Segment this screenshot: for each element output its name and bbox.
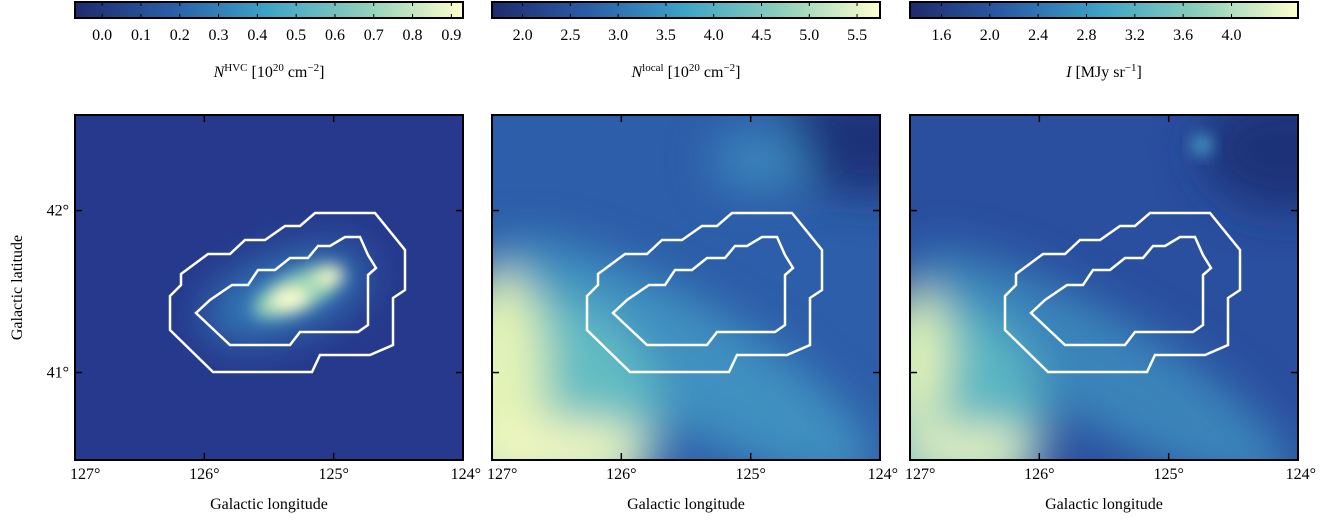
x-tick-label: 125° <box>735 466 765 483</box>
x-tick-label: 124° <box>451 466 481 483</box>
x-axis-label: Galactic longitude <box>210 496 328 513</box>
x-tick-label: 124° <box>868 466 898 483</box>
colorbar-tick-label: 4.0 <box>1222 27 1242 44</box>
colorbar-tick-label: 3.0 <box>608 27 628 44</box>
x-tick-label: 127° <box>487 466 517 483</box>
colorbar <box>491 1 881 19</box>
colorbar-tick-label: 5.5 <box>847 27 867 44</box>
label-part: cm <box>700 64 724 81</box>
colorbar-tick-label: 0.4 <box>247 27 267 44</box>
label-part: N <box>213 64 226 81</box>
label-part: local <box>642 62 663 74</box>
colorbar-tick-label: 3.2 <box>1125 27 1145 44</box>
colorbar-tick-label: 3.5 <box>656 27 676 44</box>
colorbar-tick-label: 3.6 <box>1173 27 1193 44</box>
colorbar-label: NHVC [1020 cm−2] <box>213 62 325 81</box>
label-part: ] <box>319 64 324 81</box>
colorbar-tick-label: 0.0 <box>92 27 112 44</box>
x-axis-label: Galactic longitude <box>627 496 745 513</box>
colorbar-tick-label: 2.8 <box>1076 27 1096 44</box>
axes-frame <box>491 114 881 461</box>
colorbar-tick-label: 2.0 <box>980 27 1000 44</box>
x-tick-label: 125° <box>318 466 348 483</box>
label-part: cm <box>284 64 308 81</box>
colorbar-tick-label: 0.8 <box>403 27 423 44</box>
x-tick-label: 126° <box>1024 466 1054 483</box>
colorbar-tick-label: 2.5 <box>560 27 580 44</box>
label-part: 20 <box>273 62 285 74</box>
colorbar <box>74 1 464 19</box>
label-part: ] <box>1137 64 1142 81</box>
x-tick-label: 127° <box>70 466 100 483</box>
map-local <box>492 115 880 460</box>
x-tick-label: 125° <box>1153 466 1183 483</box>
colorbar-tick-label: 1.6 <box>931 27 951 44</box>
label-part: 20 <box>689 62 701 74</box>
x-tick-label: 124° <box>1286 466 1316 483</box>
colorbar-tick-label: 2.0 <box>513 27 533 44</box>
colorbar-tick-label: 0.5 <box>286 27 306 44</box>
label-part: [MJy sr <box>1071 64 1125 81</box>
y-tick-label: 42° <box>47 203 69 220</box>
y-tick-label: 41° <box>47 365 69 382</box>
colorbar <box>909 1 1299 19</box>
x-tick-label: 127° <box>905 466 935 483</box>
x-axis-label: Galactic longitude <box>1045 496 1163 513</box>
label-part: I <box>1065 64 1072 81</box>
map-hvc <box>75 115 463 460</box>
map-dust <box>910 115 1298 460</box>
label-part: HVC <box>224 62 247 74</box>
colorbar-tick-label: 0.7 <box>364 27 384 44</box>
x-tick-label: 126° <box>606 466 636 483</box>
colorbar-tick-label: 0.2 <box>170 27 190 44</box>
colorbar-tick-label: 0.1 <box>131 27 151 44</box>
colorbar-tick-label: 4.0 <box>704 27 724 44</box>
label-part: N <box>631 64 644 81</box>
colorbar-tick-label: 0.9 <box>441 27 461 44</box>
label-part: −1 <box>1125 62 1137 74</box>
label-part: [10 <box>664 64 689 81</box>
x-tick-label: 126° <box>189 466 219 483</box>
colorbar-tick-label: 0.6 <box>325 27 345 44</box>
label-part: [10 <box>247 64 272 81</box>
colorbar-tick-label: 5.0 <box>799 27 819 44</box>
label-part: ] <box>735 64 740 81</box>
axes-frame <box>909 114 1299 461</box>
colorbar-tick-label: 4.5 <box>751 27 771 44</box>
colorbar-label: I [MJy sr−1] <box>1065 62 1142 81</box>
colorbar-tick-label: 0.3 <box>209 27 229 44</box>
axes-frame <box>74 114 464 461</box>
label-part: −2 <box>723 62 735 74</box>
y-axis-label: Galactic latitude <box>9 235 26 340</box>
colorbar-label: Nlocal [1020 cm−2] <box>631 62 741 81</box>
label-part: −2 <box>307 62 319 74</box>
colorbar-tick-label: 2.4 <box>1028 27 1048 44</box>
